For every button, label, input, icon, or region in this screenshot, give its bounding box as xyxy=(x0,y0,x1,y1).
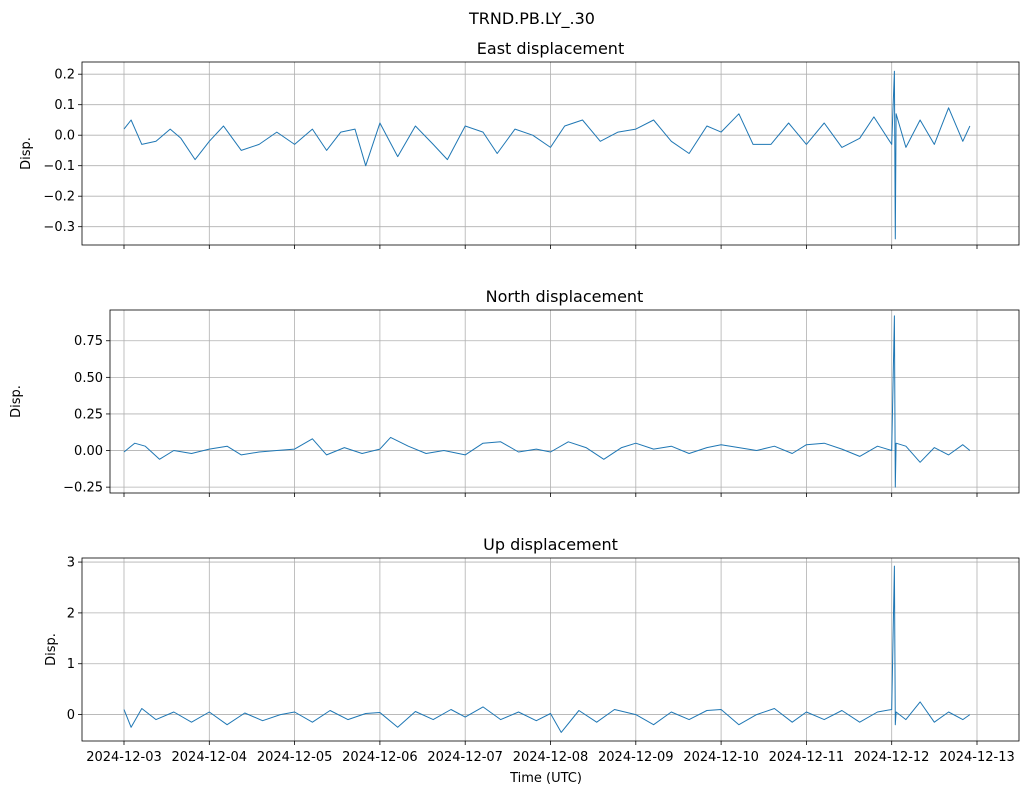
east-y-tick-label: 0.0 xyxy=(54,129,75,144)
up-y-tick-label: 3 xyxy=(67,556,75,571)
up-x-tick-label: 2024-12-10 xyxy=(683,750,759,765)
north-panel-title: North displacement xyxy=(486,287,644,306)
north-series-line xyxy=(123,315,971,488)
north-y-tick-label: 0.75 xyxy=(74,334,103,349)
up-panel-title: Up displacement xyxy=(483,535,618,554)
north-y-axis-label: Disp. xyxy=(9,385,24,418)
east-series-line xyxy=(123,70,971,240)
up-y-tick-label: 0 xyxy=(67,708,75,723)
north-y-tick-label: −0.25 xyxy=(63,481,103,496)
up-x-tick-label: 2024-12-06 xyxy=(342,750,418,765)
east-y-axis-label: Disp. xyxy=(19,137,34,170)
up-y-tick-label: 2 xyxy=(67,606,75,621)
up-x-tick-label: 2024-12-05 xyxy=(257,750,333,765)
up-x-tick-label: 2024-12-09 xyxy=(598,750,674,765)
east-y-tick-label: 0.1 xyxy=(54,98,75,113)
east-panel: 0.20.10.0−0.1−0.2−0.3 East displacement … xyxy=(19,39,1020,249)
north-y-tick-label: 0.50 xyxy=(74,371,103,386)
up-y-tick-label: 1 xyxy=(67,657,75,672)
north-panel: 0.75 0.50 0.25 0.00 −0.25 North displacement… xyxy=(9,287,1020,497)
north-y-tick-label: 0.00 xyxy=(74,444,103,459)
up-panel: 2024-12-03 2024-12-04 2024-12-05 2024-12-06… xyxy=(44,535,1020,765)
up-y-axis-label: Disp. xyxy=(44,633,59,666)
up-x-tick-label: 2024-12-13 xyxy=(939,750,1015,765)
x-axis-label: Time (UTC) xyxy=(509,771,582,786)
east-y-tick-label: −0.3 xyxy=(43,220,75,235)
north-axes-frame xyxy=(109,309,1020,494)
east-y-tick-label: −0.1 xyxy=(43,159,75,174)
east-y-tick-label: 0.2 xyxy=(54,68,75,83)
up-x-tick-label: 2024-12-11 xyxy=(769,750,845,765)
up-series-line xyxy=(123,565,971,733)
up-x-tick-label: 2024-12-07 xyxy=(427,750,503,765)
north-y-tick-label: 0.25 xyxy=(74,407,103,422)
up-x-tick-label: 2024-12-04 xyxy=(172,750,248,765)
figure-suptitle: TRND.PB.LY_.30 xyxy=(468,9,595,29)
up-x-tick-label: 2024-12-08 xyxy=(513,750,589,765)
east-panel-title: East displacement xyxy=(477,39,624,58)
up-x-tick-label: 2024-12-03 xyxy=(86,750,162,765)
up-x-tick-label: 2024-12-12 xyxy=(854,750,930,765)
east-y-tick-label: −0.2 xyxy=(43,190,75,205)
